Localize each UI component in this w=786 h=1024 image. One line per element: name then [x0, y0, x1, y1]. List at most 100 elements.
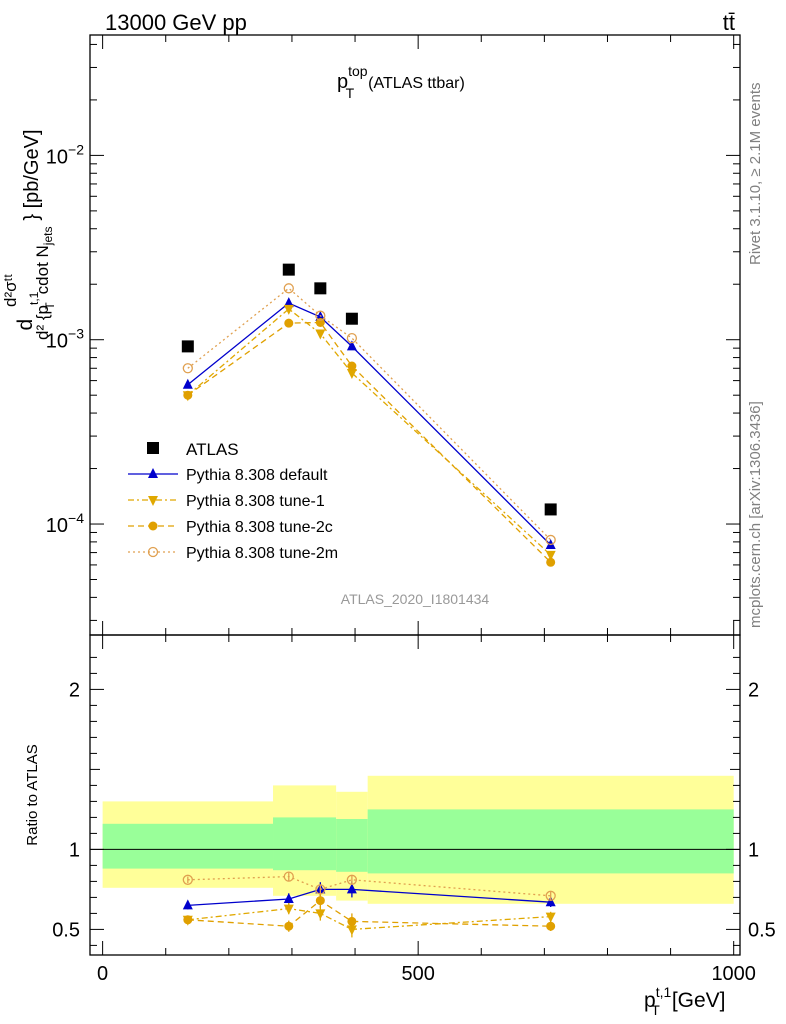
series-point-ratio-0-3	[346, 883, 357, 894]
x-tick-label-1: 500	[401, 963, 434, 985]
series-point-main-1-3	[346, 368, 357, 379]
plot-title-sub: T	[346, 85, 355, 101]
analysis-id: ATLAS_2020_I1801434	[341, 591, 490, 607]
y-tick-label-ratio-right-1: 1	[748, 839, 759, 861]
legend-label-0: Pythia 8.308 default	[186, 467, 328, 484]
data-point-atlas-4	[544, 503, 557, 516]
ylabel-part-unit: } [pb/GeV]	[21, 129, 43, 220]
series-point-ratio-3-4	[545, 890, 556, 901]
series-point-main-2-0	[183, 390, 193, 400]
series-point-main-2-3	[347, 361, 357, 371]
data-point-atlas-1	[282, 263, 295, 276]
series-line-ratio-2	[187, 899, 551, 927]
y-tick-label-base: 10	[46, 331, 68, 353]
plot-title: ptop T (ATLAS ttbar)	[337, 63, 465, 101]
x-tick-label-2: 1000	[711, 963, 756, 985]
y-tick-label-base: 10	[46, 515, 68, 537]
legend: ATLAS Pythia 8.308 default Pythia 8.308 tu…	[128, 440, 338, 562]
series-point-ratio-0-1	[283, 893, 294, 903]
series-point-ratio-2-4	[546, 921, 556, 931]
y-tick-label-ratio-left-2: 2	[69, 679, 80, 701]
legend-label-atlas: ATLAS	[186, 440, 239, 459]
series-point-main-3-3	[346, 332, 358, 344]
series-point-ratio-0-4	[545, 896, 556, 907]
y-tick-label-main-0: 10−4	[46, 510, 84, 537]
xlabel-sup: t,1	[656, 984, 672, 1000]
rivet-version-label: Rivet 3.1.10, ≥ 2.1M events	[747, 83, 764, 266]
legend-marker-1	[148, 496, 158, 506]
series-3	[182, 283, 556, 901]
series-point-ratio-1-4	[545, 912, 556, 923]
ratio-band-stat-0	[102, 823, 274, 869]
legend-label-1: Pythia 8.308 tune-1	[186, 493, 325, 510]
series-point-main-2-1	[284, 318, 294, 328]
series-point-ratio-2-1	[284, 921, 294, 931]
series-point-main-3-0	[182, 363, 193, 374]
series-point-main-1-2	[315, 329, 326, 340]
y-tick-label-main-1: 10−3	[46, 326, 84, 353]
plot-title-rest: (ATLAS ttbar)	[368, 75, 465, 92]
y-tick-label-ratio-right-0: 0.5	[748, 919, 776, 941]
series-layer	[181, 263, 557, 938]
y-tick-label-ratio-right-2: 2	[748, 679, 759, 701]
series-2	[183, 317, 556, 932]
y-tick-label-exp: −4	[68, 510, 84, 526]
ratio-plot-frame	[89, 634, 741, 956]
xlabel-unit: [GeV]	[672, 989, 726, 1012]
legend-label-2: Pythia 8.308 tune-2c	[186, 519, 333, 536]
xlabel-main: p	[644, 989, 656, 1012]
ylabel-part-sup: t,1	[27, 291, 41, 305]
ratio-band-stat-1	[273, 817, 337, 871]
plot-title-main: p	[337, 71, 348, 93]
series-point-ratio-1-1	[283, 904, 294, 915]
legend-marker-0	[148, 468, 158, 478]
xlabel-sub: T	[651, 1002, 660, 1018]
ylabel-part-denominator: d² {p	[33, 305, 52, 340]
y-tick-label-main-2: 10−2	[46, 141, 84, 168]
y-axis-label-main: d d²σᵗᵗ d² {pt,1Tcdot Njets } [pb/GeV]	[1, 129, 57, 340]
series-point-main-1-1	[283, 304, 294, 315]
x-tick-label-0: 0	[97, 963, 108, 985]
y-tick-label-exp: −2	[68, 141, 84, 157]
series-point-ratio-2-2	[315, 896, 325, 906]
series-point-main-1-4	[545, 550, 556, 561]
legend-marker-2	[148, 521, 158, 531]
series-line-main-3	[187, 287, 552, 541]
series-point-main-3-1	[283, 283, 294, 294]
series-point-ratio-3-3	[346, 874, 358, 885]
y-tick-label-exp: −3	[68, 326, 84, 342]
ylabel-part-sub: T	[43, 302, 57, 310]
ratio-band-stat-3	[367, 809, 734, 874]
data-point-atlas-2	[314, 282, 327, 295]
series-point-ratio-2-3	[347, 916, 357, 926]
mcplots-label: mcplots.cern.ch [arXiv:1306.3436]	[747, 401, 764, 628]
ylabel-part-jets: jets	[41, 227, 55, 247]
series-point-ratio-3-2	[315, 884, 326, 895]
series-point-main-3-2	[315, 310, 326, 321]
header-energy: 13000 GeV pp	[105, 10, 247, 35]
series-point-main-3-4	[545, 534, 556, 546]
series-point-main-2-4	[546, 557, 556, 567]
series-point-ratio-1-3	[346, 925, 357, 936]
ylabel-part-numerator: d²σᵗᵗ	[1, 274, 20, 307]
plot-title-sup: top	[348, 63, 368, 79]
y-tick-label-base: 10	[46, 146, 68, 168]
ratio-band-stat-2	[336, 819, 368, 872]
y-tick-label-ratio-left-0: 0.5	[52, 919, 80, 941]
x-axis-label: pt,1 T [GeV]	[644, 984, 726, 1018]
y-tick-label-ratio-left-1: 1	[69, 839, 80, 861]
legend-label-3: Pythia 8.308 tune-2m	[186, 545, 338, 562]
data-point-atlas-3	[345, 312, 358, 325]
header-process: tt̄	[723, 10, 735, 35]
series-point-ratio-1-2	[315, 909, 326, 920]
ylabel-part-d: d	[14, 319, 37, 331]
series-point-main-0-3	[346, 340, 357, 351]
series-line-main-1	[187, 308, 552, 556]
legend-marker-3	[147, 546, 159, 558]
series-point-main-0-1	[283, 297, 294, 308]
series-point-ratio-3-1	[283, 871, 294, 882]
legend-marker-atlas	[147, 442, 159, 454]
series-point-ratio-3-0	[182, 874, 193, 885]
